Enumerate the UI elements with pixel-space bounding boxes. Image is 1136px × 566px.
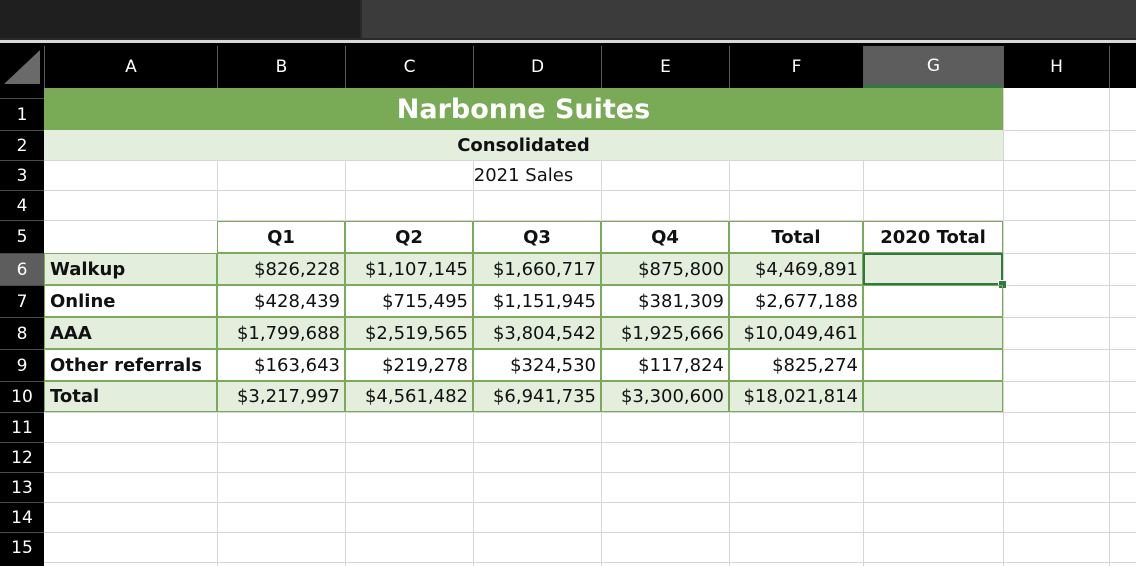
cell-aaa-q3[interactable]: $3,804,542	[473, 317, 601, 349]
header-q4[interactable]: Q4	[601, 221, 729, 253]
cell-walkup-2020-total[interactable]	[863, 253, 1003, 285]
column-header-f[interactable]: F	[729, 46, 863, 88]
cell-walkup-total[interactable]: $4,469,891	[729, 253, 863, 285]
cell-total-q1[interactable]: $3,217,997	[217, 381, 345, 412]
name-box[interactable]	[0, 0, 360, 38]
column-header-c[interactable]: C	[345, 46, 473, 88]
column-header-a[interactable]: A	[44, 46, 217, 88]
select-all-icon	[4, 50, 40, 84]
cell-online-q1[interactable]: $428,439	[217, 285, 345, 317]
cell-online-2020-total[interactable]	[863, 285, 1003, 317]
cell-total-q4[interactable]: $3,300,600	[601, 381, 729, 412]
row-header-14[interactable]: 14	[0, 502, 44, 532]
row-label-walkup[interactable]: Walkup	[44, 253, 217, 285]
row-header-6[interactable]: 6	[0, 253, 44, 285]
toolbar-strip	[0, 0, 1136, 42]
worksheet-grid[interactable]: Narbonne Suites Consolidated 2021 Sales …	[44, 88, 1136, 566]
column-header-i[interactable]	[1109, 46, 1136, 88]
cell-total-2020-total[interactable]	[863, 381, 1003, 412]
row-header-5[interactable]: 5	[0, 220, 44, 253]
cell-online-q3[interactable]: $1,151,945	[473, 285, 601, 317]
row-header-2[interactable]: 2	[0, 130, 44, 160]
row-label-total[interactable]: Total	[44, 381, 217, 412]
row-header-8[interactable]: 8	[0, 317, 44, 349]
cell-online-q4[interactable]: $381,309	[601, 285, 729, 317]
row-label-aaa[interactable]: AAA	[44, 317, 217, 349]
cell-other-total[interactable]: $825,274	[729, 349, 863, 381]
toolbar-divider	[0, 40, 1136, 43]
row-header-15[interactable]: 15	[0, 532, 44, 562]
formula-bar[interactable]	[362, 0, 1136, 38]
row-header-9[interactable]: 9	[0, 349, 44, 381]
column-header-b[interactable]: B	[217, 46, 345, 88]
row-header-4[interactable]: 4	[0, 190, 44, 220]
column-header-g[interactable]: G	[863, 46, 1003, 88]
row-header-12[interactable]: 12	[0, 442, 44, 472]
cell-walkup-q4[interactable]: $875,800	[601, 253, 729, 285]
row-label-other-referrals[interactable]: Other referrals	[44, 349, 217, 381]
sheet-subtitle[interactable]: Consolidated	[44, 130, 1003, 160]
select-all-button[interactable]	[0, 46, 44, 88]
header-q1[interactable]: Q1	[217, 221, 345, 253]
cell-online-q2[interactable]: $715,495	[345, 285, 473, 317]
cell-walkup-q3[interactable]: $1,660,717	[473, 253, 601, 285]
cell-walkup-q1[interactable]: $826,228	[217, 253, 345, 285]
cell-aaa-q4[interactable]: $1,925,666	[601, 317, 729, 349]
cell-aaa-total[interactable]: $10,049,461	[729, 317, 863, 349]
column-header-h[interactable]: H	[1003, 46, 1109, 88]
cell-aaa-q1[interactable]: $1,799,688	[217, 317, 345, 349]
row-header-13[interactable]: 13	[0, 472, 44, 502]
header-total[interactable]: Total	[729, 221, 863, 253]
column-header-e[interactable]: E	[601, 46, 729, 88]
cell-other-2020-total[interactable]	[863, 349, 1003, 381]
header-q3[interactable]: Q3	[473, 221, 601, 253]
row-header-11[interactable]: 11	[0, 412, 44, 442]
header-q2[interactable]: Q2	[345, 221, 473, 253]
cell-total-q2[interactable]: $4,561,482	[345, 381, 473, 412]
row-header-1[interactable]: 1	[0, 98, 44, 130]
sheet-title[interactable]: Narbonne Suites	[44, 88, 1003, 130]
row-header-10[interactable]: 10	[0, 381, 44, 412]
cell-other-q1[interactable]: $163,643	[217, 349, 345, 381]
cell-total-total[interactable]: $18,021,814	[729, 381, 863, 412]
cell-other-q3[interactable]: $324,530	[473, 349, 601, 381]
row-label-online[interactable]: Online	[44, 285, 217, 317]
cell-aaa-2020-total[interactable]	[863, 317, 1003, 349]
row-header-7[interactable]: 7	[0, 285, 44, 317]
row-header-3[interactable]: 3	[0, 160, 44, 190]
cell-other-q2[interactable]: $219,278	[345, 349, 473, 381]
sheet-period[interactable]: 2021 Sales	[473, 164, 574, 186]
header-2020-total[interactable]: 2020 Total	[863, 221, 1003, 253]
cell-total-q3[interactable]: $6,941,735	[473, 381, 601, 412]
cell-walkup-q2[interactable]: $1,107,145	[345, 253, 473, 285]
cell-online-total[interactable]: $2,677,188	[729, 285, 863, 317]
cell-other-q4[interactable]: $117,824	[601, 349, 729, 381]
column-header-d[interactable]: D	[473, 46, 601, 88]
cell-aaa-q2[interactable]: $2,519,565	[345, 317, 473, 349]
